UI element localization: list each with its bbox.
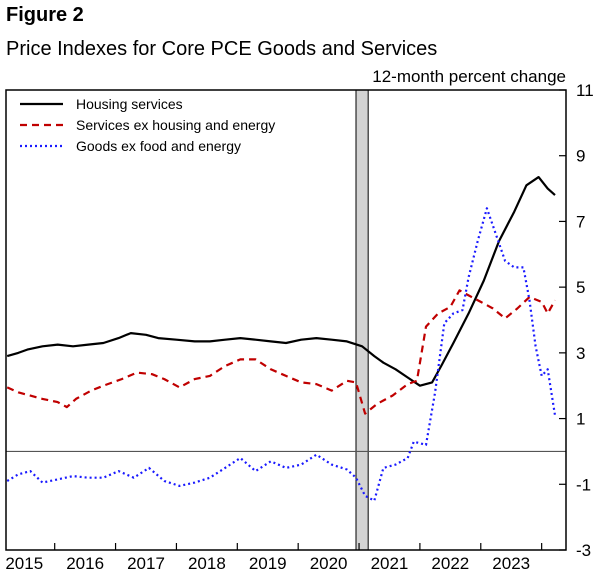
legend-label: Goods ex food and energy bbox=[76, 138, 241, 154]
series-line-2 bbox=[6, 289, 556, 415]
legend-label: Services ex housing and energy bbox=[76, 117, 275, 133]
legend: Housing services Services ex housing and … bbox=[20, 96, 275, 154]
legend-label: Housing services bbox=[76, 96, 183, 112]
y-tick-label: -1 bbox=[576, 475, 591, 494]
x-tick-label: 2021 bbox=[371, 554, 409, 573]
y-tick-label: 9 bbox=[576, 147, 585, 166]
x-tick-label: 2016 bbox=[66, 554, 104, 573]
x-tick-label: 2022 bbox=[431, 554, 469, 573]
chart-title: Price Indexes for Core PCE Goods and Ser… bbox=[6, 38, 438, 60]
y-tick-label: 7 bbox=[576, 212, 585, 231]
y-tick-label: 5 bbox=[576, 278, 585, 297]
figure-label: Figure 2 bbox=[6, 4, 84, 26]
y-tick-label: 11 bbox=[576, 81, 594, 100]
plot-frame bbox=[5, 89, 567, 551]
series-line-1 bbox=[6, 176, 556, 387]
y-tick-label: 3 bbox=[576, 344, 585, 363]
x-tick-label: 2023 bbox=[492, 554, 530, 573]
y-tick-label: -3 bbox=[576, 541, 591, 560]
x-tick-label: 2020 bbox=[310, 554, 348, 573]
recession-band bbox=[355, 89, 369, 551]
x-tick-label: 2017 bbox=[127, 554, 165, 573]
x-tick-label: 2019 bbox=[249, 554, 287, 573]
x-tick-label: 2015 bbox=[5, 554, 43, 573]
y-axis-label: 12-month percent change bbox=[372, 67, 566, 86]
y-tick-label: 1 bbox=[576, 410, 585, 429]
x-tick-label: 2018 bbox=[188, 554, 226, 573]
series-line-3 bbox=[6, 207, 557, 502]
